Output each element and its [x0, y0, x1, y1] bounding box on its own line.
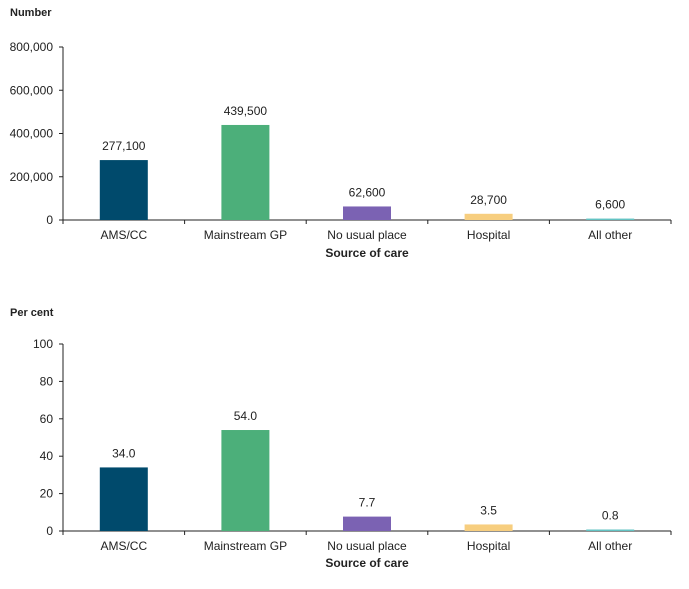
- y-tick-label: 200,000: [10, 170, 54, 184]
- y-tick-label: 0: [46, 213, 53, 227]
- chart-panel-2: Per cent 0 20 40 60 80 100 34.0 AMS/CC 54.0 Mainst…: [10, 307, 672, 570]
- x-tick-label: All other: [588, 539, 632, 553]
- y-tick-label: 0: [46, 524, 53, 538]
- chart-panel-1: Number 0 200,000 400,000 600,000 800,000 277,1…: [10, 7, 672, 260]
- bar-value-label: 54.0: [234, 409, 258, 423]
- x-tick-label: AMS/CC: [100, 539, 147, 553]
- y-axis-title: Number: [10, 7, 52, 19]
- x-tick-label: No usual place: [327, 539, 407, 553]
- y-tick-label: 60: [40, 412, 54, 426]
- bar-hospital: [464, 213, 513, 220]
- bar-value-label: 6,600: [595, 198, 625, 212]
- bar-all-other: [586, 529, 635, 531]
- x-tick-label: Hospital: [467, 539, 510, 553]
- y-axis-title: Per cent: [10, 307, 54, 319]
- bar-value-label: 3.5: [480, 503, 497, 517]
- bar-ams-cc: [99, 160, 148, 220]
- y-tick-label: 800,000: [10, 40, 54, 54]
- bar-no-usual-place: [343, 516, 391, 531]
- bar-value-label: 62,600: [349, 185, 386, 199]
- bar-ams-cc: [99, 467, 148, 531]
- x-tick-label: All other: [588, 228, 632, 242]
- y-tick-label: 600,000: [10, 83, 54, 97]
- x-tick-label: Mainstream GP: [204, 228, 287, 242]
- bar-mainstream-gp: [221, 430, 270, 531]
- bar-value-label: 439,500: [224, 104, 268, 118]
- x-tick-label: No usual place: [327, 228, 407, 242]
- bar-no-usual-place: [343, 206, 391, 220]
- y-tick-label: 100: [33, 337, 53, 351]
- bar-all-other: [586, 218, 635, 220]
- bar-mainstream-gp: [221, 124, 270, 220]
- x-axis-title: Source of care: [325, 556, 409, 570]
- bar-hospital: [464, 524, 513, 531]
- x-axis-title: Source of care: [325, 246, 409, 260]
- y-tick-label: 20: [40, 487, 54, 501]
- bar-value-label: 34.0: [112, 446, 136, 460]
- y-tick-label: 400,000: [10, 127, 54, 141]
- x-tick-label: Mainstream GP: [204, 539, 287, 553]
- y-tick-label: 40: [40, 449, 54, 463]
- x-tick-label: AMS/CC: [100, 228, 147, 242]
- bar-value-label: 28,700: [470, 193, 507, 207]
- bar-value-label: 277,100: [102, 139, 146, 153]
- bar-value-label: 7.7: [359, 496, 376, 510]
- y-tick-label: 80: [40, 374, 54, 388]
- x-tick-label: Hospital: [467, 228, 510, 242]
- bar-value-label: 0.8: [602, 509, 619, 523]
